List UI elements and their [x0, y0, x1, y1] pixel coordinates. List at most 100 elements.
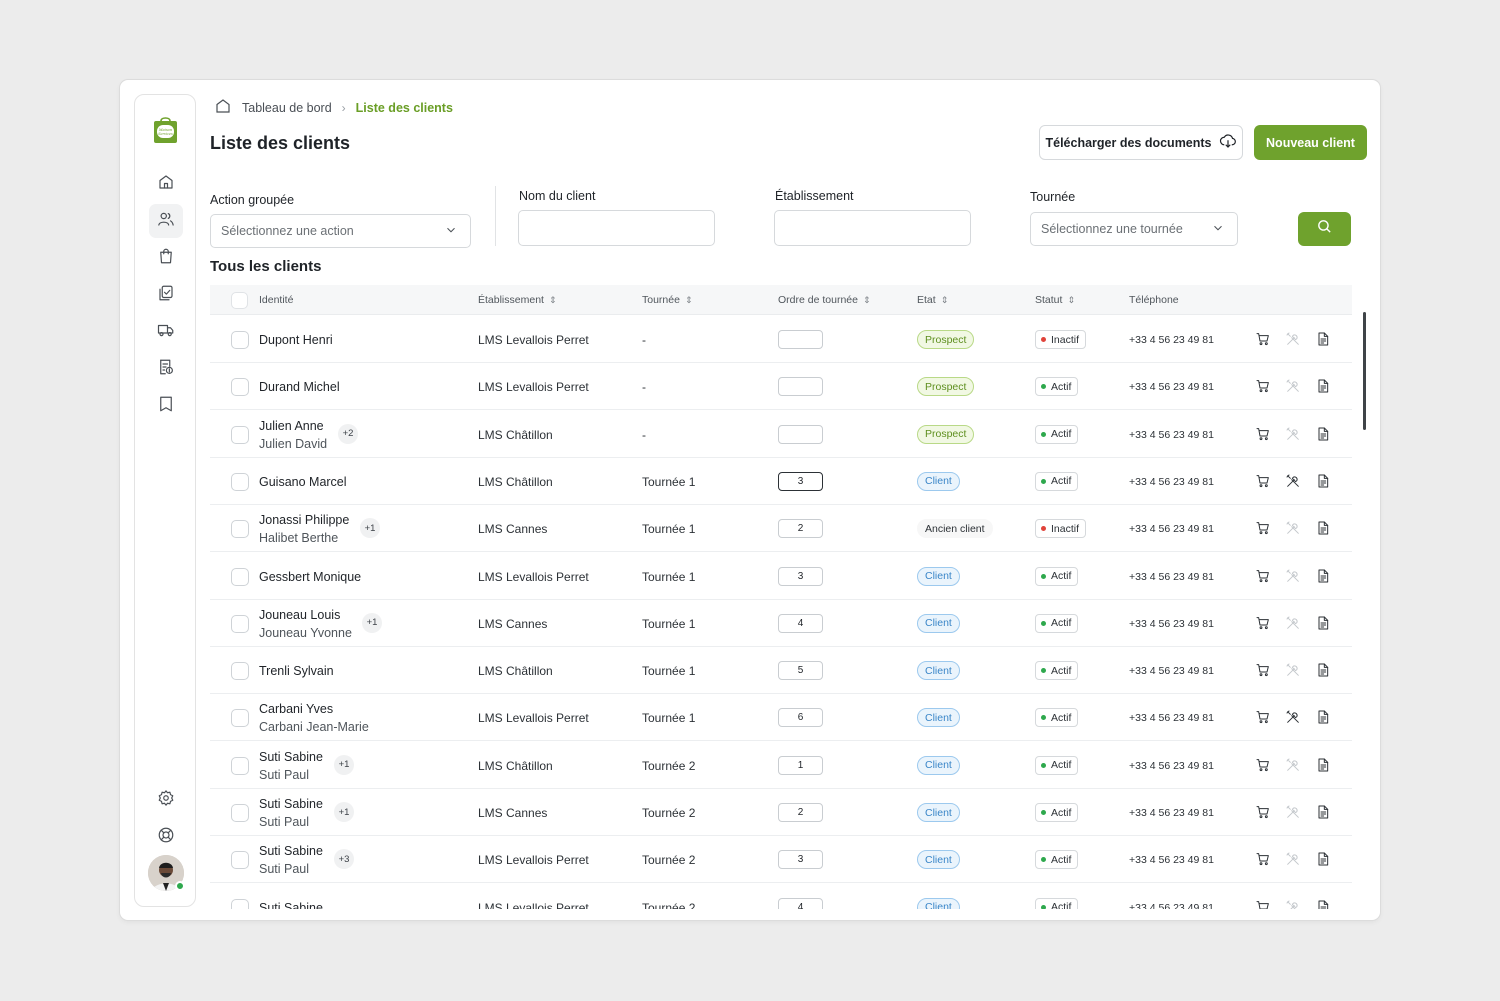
nav-orders[interactable]: [149, 241, 183, 275]
more-contacts-badge[interactable]: +1: [334, 754, 354, 775]
row-checkbox[interactable]: [231, 520, 249, 539]
table-row[interactable]: Durand Michel LMS Levallois Perret - Prospe…: [210, 363, 1352, 411]
document-icon[interactable]: [1315, 520, 1331, 536]
action-select[interactable]: Sélectionnez une action: [210, 214, 471, 248]
cart-icon[interactable]: [1255, 709, 1271, 725]
table-row[interactable]: Carbani Yves Carbani Jean-Marie LMS Levall…: [210, 694, 1352, 742]
download-documents-button[interactable]: Télécharger des documents: [1039, 125, 1243, 160]
search-button[interactable]: [1298, 212, 1351, 246]
nav-home[interactable]: [149, 167, 183, 201]
cart-icon[interactable]: [1255, 851, 1271, 867]
tour-order-input[interactable]: [778, 424, 823, 444]
tools-icon[interactable]: [1285, 520, 1301, 536]
tools-icon[interactable]: [1285, 899, 1301, 909]
row-checkbox[interactable]: [231, 804, 249, 822]
row-checkbox[interactable]: [231, 662, 249, 681]
tools-icon[interactable]: [1285, 331, 1301, 347]
establishment-input[interactable]: [774, 210, 971, 246]
row-checkbox[interactable]: [231, 614, 249, 633]
table-row[interactable]: Guisano Marcel LMS Châtillon Tournée 1 3 Cli…: [210, 458, 1352, 505]
nav-invoices[interactable]: [149, 352, 183, 386]
document-icon[interactable]: [1315, 426, 1331, 442]
cart-icon[interactable]: [1255, 568, 1271, 584]
document-icon[interactable]: [1315, 757, 1331, 773]
brand-logo[interactable]: Maison Services: [153, 115, 178, 144]
tools-icon[interactable]: [1285, 804, 1301, 820]
document-icon[interactable]: [1315, 615, 1331, 631]
more-contacts-badge[interactable]: +1: [360, 518, 380, 539]
row-checkbox[interactable]: [231, 756, 249, 775]
table-row[interactable]: Suti Sabine Suti Paul +3 LMS Levallois Perr…: [210, 836, 1352, 884]
tools-icon[interactable]: [1285, 426, 1301, 442]
nav-clients[interactable]: [149, 204, 183, 238]
table-row[interactable]: Suti Sabine LMS Levallois Perret Tournée 2…: [210, 884, 1352, 909]
nav-catalog[interactable]: [149, 389, 183, 423]
nav-tasks[interactable]: [149, 278, 183, 312]
nav-support[interactable]: [149, 820, 183, 854]
breadcrumb-dashboard[interactable]: Tableau de bord: [242, 100, 332, 115]
tour-order-input[interactable]: 6: [778, 708, 823, 728]
cart-icon[interactable]: [1255, 331, 1271, 347]
row-checkbox[interactable]: [231, 851, 249, 870]
table-row[interactable]: Jouneau Louis Jouneau Yvonne +1 LMS Cannes T…: [210, 600, 1352, 647]
cart-icon[interactable]: [1255, 473, 1271, 489]
col-etat[interactable]: Etat ⇕: [917, 294, 949, 306]
tools-icon[interactable]: [1285, 568, 1301, 584]
tour-order-input[interactable]: [778, 377, 823, 397]
row-checkbox[interactable]: [231, 898, 249, 909]
cart-icon[interactable]: [1255, 899, 1271, 909]
table-row[interactable]: Dupont Henri LMS Levallois Perret - Prospec…: [210, 316, 1352, 363]
col-tournee[interactable]: Tournée ⇕: [642, 294, 693, 306]
document-icon[interactable]: [1315, 709, 1331, 725]
document-icon[interactable]: [1315, 378, 1331, 394]
document-icon[interactable]: [1315, 473, 1331, 489]
cart-icon[interactable]: [1255, 426, 1271, 442]
tour-order-input[interactable]: 3: [778, 471, 823, 491]
row-checkbox[interactable]: [231, 709, 249, 728]
table-scrollbar[interactable]: [1363, 312, 1366, 430]
row-checkbox[interactable]: [231, 378, 249, 397]
tools-icon[interactable]: [1285, 378, 1301, 394]
tools-icon[interactable]: [1285, 709, 1301, 725]
select-all-checkbox[interactable]: [231, 292, 248, 309]
tour-order-input[interactable]: 4: [778, 613, 823, 633]
more-contacts-badge[interactable]: +2: [338, 423, 358, 444]
table-row[interactable]: Julien Anne Julien David +2 LMS Châtillon - P…: [210, 411, 1352, 458]
table-row[interactable]: Gessbert Monique LMS Levallois Perret Tour…: [210, 553, 1352, 600]
row-checkbox[interactable]: [231, 425, 249, 444]
document-icon[interactable]: [1315, 331, 1331, 347]
cart-icon[interactable]: [1255, 662, 1271, 678]
tools-icon[interactable]: [1285, 757, 1301, 773]
document-icon[interactable]: [1315, 804, 1331, 820]
more-contacts-badge[interactable]: +1: [362, 612, 382, 633]
col-etablissement[interactable]: Établissement ⇕: [478, 294, 557, 306]
col-statut[interactable]: Statut ⇕: [1035, 294, 1075, 306]
cart-icon[interactable]: [1255, 615, 1271, 631]
tour-order-input[interactable]: [778, 330, 823, 349]
table-row[interactable]: Trenli Sylvain LMS Châtillon Tournée 1 5 Cli…: [210, 647, 1352, 695]
row-checkbox[interactable]: [231, 567, 249, 586]
col-ordre[interactable]: Ordre de tournée ⇕: [778, 294, 871, 306]
tour-order-input[interactable]: 1: [778, 755, 823, 775]
client-name-input[interactable]: [518, 210, 715, 246]
tour-order-input[interactable]: 2: [778, 519, 823, 539]
table-row[interactable]: Suti Sabine Suti Paul +1 LMS Châtillon Tourn…: [210, 742, 1352, 789]
new-client-button[interactable]: Nouveau client: [1254, 125, 1367, 160]
more-contacts-badge[interactable]: +3: [334, 849, 354, 870]
tour-order-input[interactable]: 3: [778, 850, 823, 870]
document-icon[interactable]: [1315, 662, 1331, 678]
tools-icon[interactable]: [1285, 662, 1301, 678]
tour-order-input[interactable]: 5: [778, 661, 823, 681]
tournee-select[interactable]: Sélectionnez une tournée: [1030, 212, 1238, 246]
cart-icon[interactable]: [1255, 378, 1271, 394]
nav-settings[interactable]: [149, 783, 183, 817]
document-icon[interactable]: [1315, 899, 1331, 909]
row-checkbox[interactable]: [231, 331, 249, 349]
cart-icon[interactable]: [1255, 520, 1271, 536]
tools-icon[interactable]: [1285, 615, 1301, 631]
tour-order-input[interactable]: 4: [778, 897, 823, 909]
cart-icon[interactable]: [1255, 757, 1271, 773]
tools-icon[interactable]: [1285, 473, 1301, 489]
home-icon[interactable]: [214, 97, 242, 118]
document-icon[interactable]: [1315, 568, 1331, 584]
